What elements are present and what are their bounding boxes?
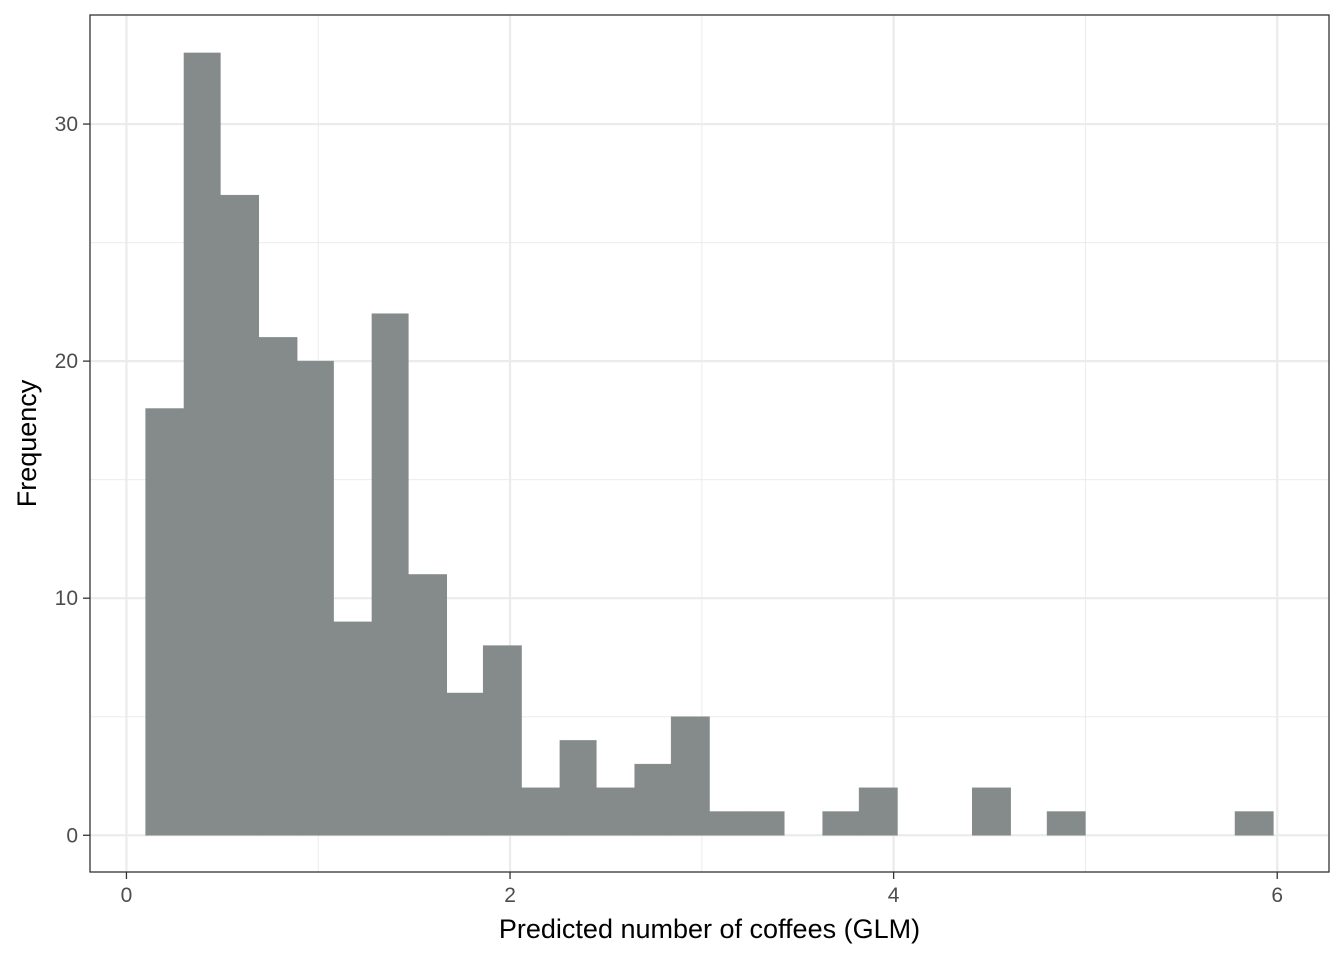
histogram-bar <box>972 787 1011 836</box>
x-axis-title: Predicted number of coffees (GLM) <box>499 914 920 944</box>
ticks-layer: 0 2 4 6 0 10 20 30 <box>55 113 1283 907</box>
histogram-bar <box>670 716 710 836</box>
histogram-bar <box>408 574 447 836</box>
histogram-bar <box>1234 811 1274 836</box>
y-tick-label: 0 <box>66 824 78 847</box>
x-tick-label: 0 <box>121 884 133 907</box>
x-tick-label: 2 <box>504 884 516 907</box>
histogram-bar <box>482 645 522 836</box>
histogram-bar <box>296 360 334 836</box>
histogram-bar <box>521 787 561 836</box>
histogram-bar <box>1046 811 1086 836</box>
y-axis-title: Frequency <box>12 379 42 507</box>
y-tick-label: 10 <box>55 587 78 610</box>
x-tick-label: 6 <box>1271 884 1283 907</box>
histogram-bar <box>145 408 185 836</box>
histogram-bar <box>371 313 409 836</box>
panel-border <box>89 14 1330 873</box>
histogram-bar <box>709 811 749 836</box>
histogram-bar <box>333 621 373 836</box>
histogram-bar <box>858 787 898 836</box>
bars-layer <box>145 52 1274 836</box>
histogram-bar <box>822 811 860 836</box>
x-tick-label: 4 <box>888 884 900 907</box>
histogram-bar <box>559 740 597 836</box>
histogram-bar <box>183 52 221 836</box>
y-tick-label: 30 <box>55 113 78 136</box>
histogram-bar <box>220 194 260 836</box>
histogram-bar <box>596 787 635 836</box>
histogram-bar <box>747 811 785 836</box>
histogram-bar <box>258 337 298 836</box>
y-tick-label: 20 <box>55 350 78 373</box>
histogram-bar <box>634 763 672 836</box>
histogram-bar <box>446 692 484 836</box>
